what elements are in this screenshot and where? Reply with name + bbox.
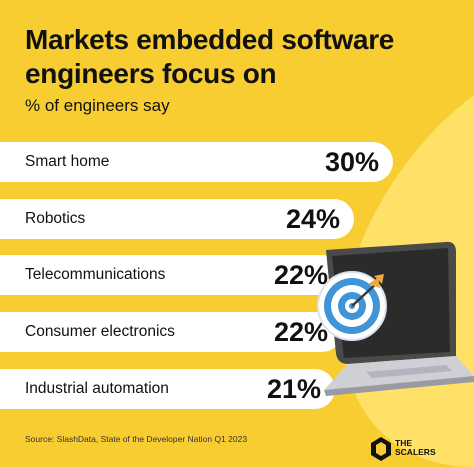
target-icon bbox=[317, 271, 387, 341]
source-note: Source: SlashData, State of the Develope… bbox=[25, 434, 248, 444]
bar: Consumer electronics 22% bbox=[0, 312, 342, 352]
bar: Robotics 24% bbox=[0, 199, 354, 239]
bar-label: Telecommunications bbox=[25, 266, 166, 283]
scalers-logo-icon bbox=[371, 437, 391, 461]
chart-subtitle: % of engineers say bbox=[25, 96, 170, 115]
bar-label: Industrial automation bbox=[25, 380, 169, 397]
chart-title: Markets embedded software engineers focu… bbox=[25, 24, 395, 89]
bar-label: Smart home bbox=[25, 153, 110, 170]
bar: Telecommunications 22% bbox=[0, 255, 342, 295]
bar-value-label: 22% bbox=[273, 260, 328, 290]
bar-label: Robotics bbox=[25, 210, 86, 227]
bar-value-label: 30% bbox=[324, 147, 379, 177]
bar: Smart home 30% bbox=[0, 142, 393, 182]
bar-value-label: 24% bbox=[285, 204, 340, 234]
bar: Industrial automation 21% bbox=[0, 369, 335, 409]
brand-name: THE SCALERS bbox=[395, 439, 445, 457]
brand-line-2: SCALERS bbox=[395, 447, 436, 457]
bar-label: Consumer electronics bbox=[25, 323, 175, 340]
bar-value-label: 22% bbox=[273, 317, 328, 347]
brand-logo: THE SCALERS bbox=[370, 434, 450, 464]
brand-line-1: THE bbox=[395, 438, 412, 448]
bar-value-label: 21% bbox=[266, 374, 321, 404]
